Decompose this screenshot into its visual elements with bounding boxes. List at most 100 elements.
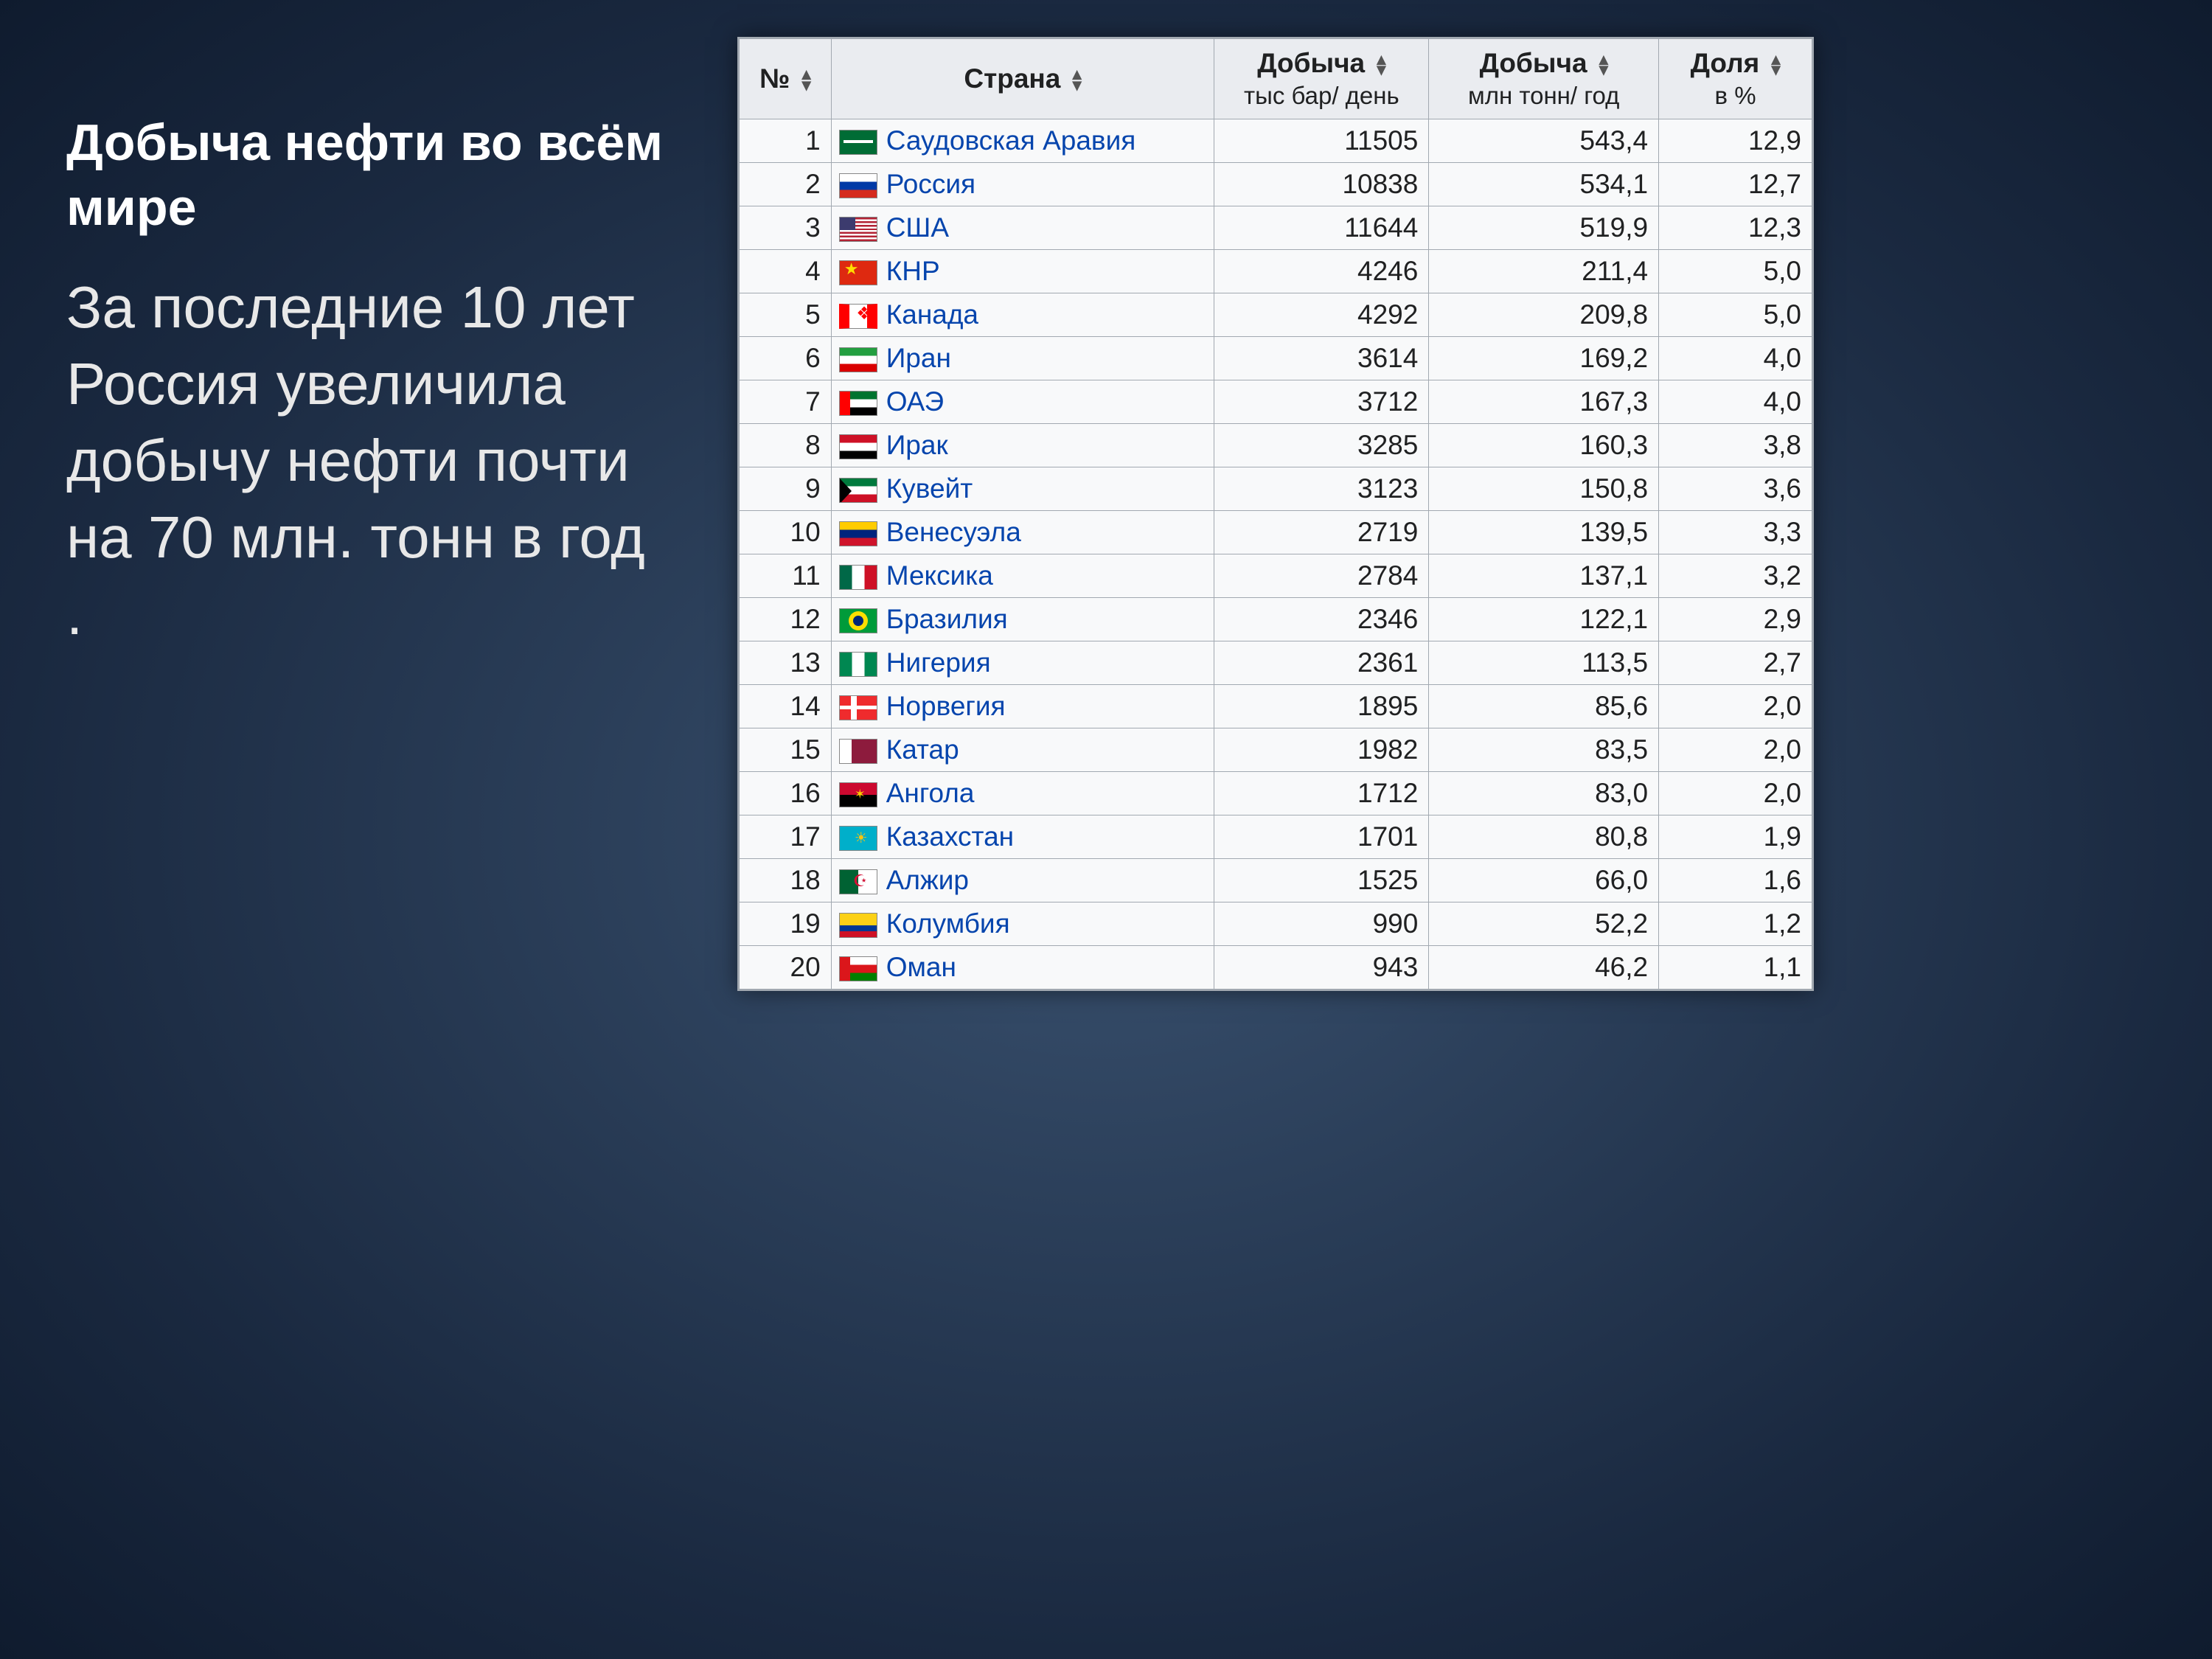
table-row: 3США11644519,912,3 — [740, 206, 1812, 249]
table-row: 13Нигерия2361113,52,7 — [740, 641, 1812, 684]
cell-tons: 66,0 — [1429, 858, 1659, 902]
sort-icon: ▴▾ — [802, 69, 811, 91]
country-link[interactable]: Колумбия — [886, 908, 1010, 939]
cell-share: 1,9 — [1659, 815, 1812, 858]
country-link[interactable]: Нигерия — [886, 647, 991, 678]
country-link[interactable]: Оман — [886, 952, 956, 982]
country-link[interactable]: Ангола — [886, 778, 975, 808]
cell-rank: 15 — [740, 728, 832, 771]
country-link[interactable]: Катар — [886, 734, 959, 765]
country-link[interactable]: Россия — [886, 169, 975, 199]
cell-country: КНР — [831, 249, 1214, 293]
table-row: 4КНР4246211,45,0 — [740, 249, 1812, 293]
table-row: 6Иран3614169,24,0 — [740, 336, 1812, 380]
cell-tons: 137,1 — [1429, 554, 1659, 597]
cell-country: Ангола — [831, 771, 1214, 815]
table-row: 16Ангола171283,02,0 — [740, 771, 1812, 815]
country-link[interactable]: Мексика — [886, 560, 993, 591]
country-link[interactable]: Венесуэла — [886, 517, 1021, 547]
country-link[interactable]: Иран — [886, 343, 951, 373]
cell-share: 4,0 — [1659, 380, 1812, 423]
flag-icon — [839, 826, 877, 851]
flag-icon — [839, 478, 877, 503]
country-link[interactable]: Ирак — [886, 430, 948, 460]
cell-rank: 13 — [740, 641, 832, 684]
cell-barrels: 1712 — [1214, 771, 1429, 815]
country-link[interactable]: США — [886, 212, 949, 243]
flag-icon — [839, 260, 877, 285]
cell-rank: 20 — [740, 945, 832, 989]
flag-icon — [839, 652, 877, 677]
cell-tons: 519,9 — [1429, 206, 1659, 249]
col-header-sublabel: млн тонн/ год — [1435, 80, 1652, 111]
cell-country: Кувейт — [831, 467, 1214, 510]
cell-barrels: 2784 — [1214, 554, 1429, 597]
cell-tons: 169,2 — [1429, 336, 1659, 380]
cell-tons: 211,4 — [1429, 249, 1659, 293]
col-header-barrels[interactable]: Добыча ▴▾ тыс бар/ день — [1214, 39, 1429, 119]
cell-barrels: 11505 — [1214, 119, 1429, 162]
cell-country: Норвегия — [831, 684, 1214, 728]
cell-rank: 16 — [740, 771, 832, 815]
table-row: 9Кувейт3123150,83,6 — [740, 467, 1812, 510]
country-link[interactable]: Саудовская Аравия — [886, 125, 1136, 156]
cell-share: 5,0 — [1659, 249, 1812, 293]
col-header-sublabel: в % — [1665, 80, 1806, 111]
sort-icon: ▴▾ — [1771, 55, 1780, 76]
cell-share: 4,0 — [1659, 336, 1812, 380]
cell-share: 1,2 — [1659, 902, 1812, 945]
table-row: 17Казахстан170180,81,9 — [740, 815, 1812, 858]
slide-heading: Добыча нефти во всём мире — [66, 111, 671, 240]
cell-rank: 1 — [740, 119, 832, 162]
cell-tons: 80,8 — [1429, 815, 1659, 858]
cell-country: Саудовская Аравия — [831, 119, 1214, 162]
col-header-tons[interactable]: Добыча ▴▾ млн тонн/ год — [1429, 39, 1659, 119]
table-row: 20 Оман 94346,21,1 — [740, 945, 1812, 989]
flag-icon — [839, 130, 877, 155]
flag-icon — [839, 608, 877, 633]
cell-country: Алжир — [831, 858, 1214, 902]
cell-tons: 167,3 — [1429, 380, 1659, 423]
col-header-label: № — [759, 63, 790, 94]
cell-rank: 2 — [740, 162, 832, 206]
cell-tons: 209,8 — [1429, 293, 1659, 336]
table-row: 14Норвегия189585,62,0 — [740, 684, 1812, 728]
sort-icon: ▴▾ — [1377, 55, 1385, 76]
cell-barrels: 10838 — [1214, 162, 1429, 206]
cell-country: Катар — [831, 728, 1214, 771]
col-header-share[interactable]: Доля ▴▾ в % — [1659, 39, 1812, 119]
country-link[interactable]: ОАЭ — [886, 386, 944, 417]
cell-share: 3,6 — [1659, 467, 1812, 510]
cell-barrels: 3123 — [1214, 467, 1429, 510]
flag-icon — [839, 695, 877, 720]
cell-barrels: 1525 — [1214, 858, 1429, 902]
cell-tons: 83,5 — [1429, 728, 1659, 771]
cell-barrels: 11644 — [1214, 206, 1429, 249]
cell-share: 1,6 — [1659, 858, 1812, 902]
col-header-country[interactable]: Страна ▴▾ — [831, 39, 1214, 119]
cell-tons: 83,0 — [1429, 771, 1659, 815]
country-link[interactable]: Кувейт — [886, 473, 973, 504]
col-header-rank[interactable]: № ▴▾ — [740, 39, 832, 119]
table-row: 2Россия10838534,112,7 — [740, 162, 1812, 206]
country-link[interactable]: Бразилия — [886, 604, 1008, 634]
table-row: 15Катар198283,52,0 — [740, 728, 1812, 771]
country-link[interactable]: КНР — [886, 256, 940, 286]
cell-share: 3,3 — [1659, 510, 1812, 554]
cell-barrels: 943 — [1214, 945, 1429, 989]
country-link[interactable]: Канада — [886, 299, 978, 330]
country-link[interactable]: Алжир — [886, 865, 969, 895]
cell-share: 2,0 — [1659, 728, 1812, 771]
table-row: 1Саудовская Аравия11505543,412,9 — [740, 119, 1812, 162]
cell-barrels: 2361 — [1214, 641, 1429, 684]
sort-icon: ▴▾ — [1073, 69, 1082, 91]
table-row: 7ОАЭ3712167,34,0 — [740, 380, 1812, 423]
flag-icon — [839, 391, 877, 416]
cell-tons: 46,2 — [1429, 945, 1659, 989]
flag-icon — [839, 782, 877, 807]
table-row: 10Венесуэла2719139,53,3 — [740, 510, 1812, 554]
flag-icon — [839, 434, 877, 459]
country-link[interactable]: Норвегия — [886, 691, 1006, 721]
cell-share: 1,1 — [1659, 945, 1812, 989]
country-link[interactable]: Казахстан — [886, 821, 1014, 852]
